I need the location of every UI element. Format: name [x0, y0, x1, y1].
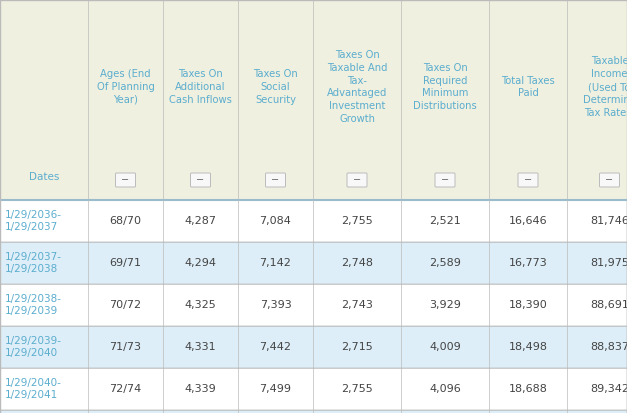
- Text: 2,755: 2,755: [341, 216, 373, 226]
- Text: 18,498: 18,498: [508, 342, 547, 352]
- Text: 1/29/2040-
1/29/2041: 1/29/2040- 1/29/2041: [5, 378, 62, 400]
- Text: 4,339: 4,339: [184, 384, 216, 394]
- Text: 2,715: 2,715: [341, 342, 373, 352]
- Text: 88,691: 88,691: [590, 300, 627, 310]
- Text: 16,646: 16,646: [508, 216, 547, 226]
- Bar: [0, 326, 627, 368]
- Text: 69/71: 69/71: [110, 258, 142, 268]
- FancyBboxPatch shape: [115, 173, 135, 187]
- Text: 71/73: 71/73: [110, 342, 142, 352]
- Text: 2,589: 2,589: [429, 258, 461, 268]
- Text: 7,393: 7,393: [260, 300, 292, 310]
- Text: 2,755: 2,755: [341, 384, 373, 394]
- Text: −: −: [441, 175, 449, 185]
- FancyBboxPatch shape: [191, 173, 211, 187]
- Text: Taxable
Income
(Used To
Determine
Tax Rates): Taxable Income (Used To Determine Tax Ra…: [583, 57, 627, 118]
- Bar: [0, 284, 627, 326]
- Text: Ages (End
Of Planning
Year): Ages (End Of Planning Year): [97, 69, 154, 105]
- Text: 1/29/2036-
1/29/2037: 1/29/2036- 1/29/2037: [5, 210, 62, 232]
- Text: 3,929: 3,929: [429, 300, 461, 310]
- Text: 89,342: 89,342: [590, 384, 627, 394]
- Text: 7,499: 7,499: [260, 384, 292, 394]
- Bar: [0, 410, 627, 413]
- Text: −: −: [196, 175, 204, 185]
- Text: 7,142: 7,142: [260, 258, 292, 268]
- Text: 4,331: 4,331: [185, 342, 216, 352]
- Text: 7,084: 7,084: [260, 216, 292, 226]
- Text: 1/29/2037-
1/29/2038: 1/29/2037- 1/29/2038: [5, 252, 62, 274]
- Text: 1/29/2038-
1/29/2039: 1/29/2038- 1/29/2039: [5, 294, 62, 316]
- Text: 70/72: 70/72: [110, 300, 142, 310]
- Text: 2,748: 2,748: [341, 258, 373, 268]
- FancyBboxPatch shape: [435, 173, 455, 187]
- Text: −: −: [606, 175, 614, 185]
- FancyBboxPatch shape: [599, 173, 619, 187]
- Text: 16,773: 16,773: [508, 258, 547, 268]
- Text: 2,743: 2,743: [341, 300, 373, 310]
- Text: 4,287: 4,287: [184, 216, 216, 226]
- Text: 4,096: 4,096: [429, 384, 461, 394]
- Text: 81,746: 81,746: [590, 216, 627, 226]
- Bar: [0, 368, 627, 410]
- Text: 4,294: 4,294: [184, 258, 216, 268]
- Text: Dates: Dates: [29, 172, 59, 182]
- Text: 72/74: 72/74: [109, 384, 142, 394]
- Text: 4,009: 4,009: [429, 342, 461, 352]
- Text: −: −: [122, 175, 130, 185]
- Text: 7,442: 7,442: [260, 342, 292, 352]
- Text: Total Taxes
Paid: Total Taxes Paid: [501, 76, 555, 98]
- Bar: [0, 0, 627, 200]
- FancyBboxPatch shape: [347, 173, 367, 187]
- Text: 88,837: 88,837: [590, 342, 627, 352]
- Text: −: −: [271, 175, 280, 185]
- Text: −: −: [524, 175, 532, 185]
- Text: 18,390: 18,390: [508, 300, 547, 310]
- Text: 1/29/2039-
1/29/2040: 1/29/2039- 1/29/2040: [5, 336, 62, 358]
- Text: −: −: [353, 175, 361, 185]
- Text: 68/70: 68/70: [110, 216, 142, 226]
- Bar: [0, 200, 627, 242]
- Text: Taxes On
Additional
Cash Inflows: Taxes On Additional Cash Inflows: [169, 69, 232, 105]
- Text: Taxes On
Social
Security: Taxes On Social Security: [253, 69, 298, 105]
- Bar: [0, 242, 627, 284]
- Text: Taxes On
Taxable And
Tax-
Advantaged
Investment
Growth: Taxes On Taxable And Tax- Advantaged Inv…: [327, 50, 387, 124]
- FancyBboxPatch shape: [265, 173, 285, 187]
- Text: 4,325: 4,325: [184, 300, 216, 310]
- Text: Taxes On
Required
Minimum
Distributions: Taxes On Required Minimum Distributions: [413, 63, 477, 111]
- Text: 18,688: 18,688: [508, 384, 547, 394]
- FancyBboxPatch shape: [518, 173, 538, 187]
- Text: 2,521: 2,521: [429, 216, 461, 226]
- Text: 81,975: 81,975: [590, 258, 627, 268]
